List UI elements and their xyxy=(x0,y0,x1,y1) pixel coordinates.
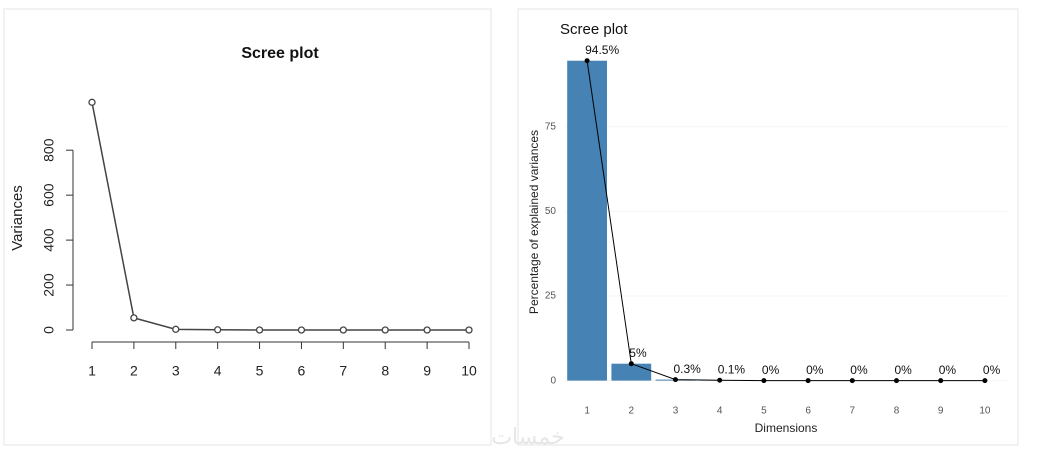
value-label: 5% xyxy=(629,346,647,360)
point xyxy=(629,361,634,366)
point xyxy=(382,327,388,333)
value-label: 0.1% xyxy=(718,362,746,376)
chart-title: Scree plot xyxy=(560,21,628,38)
y-tick-label: 50 xyxy=(545,206,557,217)
value-label: 0.3% xyxy=(674,362,702,376)
y-tick-label: 0 xyxy=(550,375,556,386)
point xyxy=(850,378,855,383)
point xyxy=(215,327,221,333)
bar xyxy=(611,364,651,381)
y-tick-label: 400 xyxy=(41,228,57,252)
x-tick-label: 7 xyxy=(339,363,347,379)
point xyxy=(466,327,472,333)
y-axis-label: Percentage of explained variances xyxy=(527,130,541,314)
y-tick-label: 600 xyxy=(41,183,57,207)
x-tick-label: 8 xyxy=(381,363,389,379)
x-tick-label: 10 xyxy=(461,363,477,379)
x-tick-label: 6 xyxy=(805,406,811,417)
point xyxy=(89,99,95,105)
x-tick-label: 5 xyxy=(761,406,767,417)
x-tick-label: 6 xyxy=(298,363,306,379)
bar xyxy=(567,61,607,381)
point xyxy=(257,327,263,333)
x-tick-label: 3 xyxy=(673,406,679,417)
point xyxy=(894,378,899,383)
y-axis-label: Variances xyxy=(9,185,26,251)
x-tick-label: 7 xyxy=(850,406,856,417)
y-tick-label: 0 xyxy=(41,326,57,334)
point xyxy=(340,327,346,333)
x-tick-label: 10 xyxy=(979,406,991,417)
x-tick-label: 1 xyxy=(584,406,590,417)
y-tick-label: 200 xyxy=(41,273,57,297)
x-tick-label: 8 xyxy=(894,406,900,417)
watermark: خمسات xyxy=(491,424,564,449)
point xyxy=(131,315,137,321)
value-label: 0% xyxy=(895,363,913,377)
value-label: 0% xyxy=(939,363,957,377)
value-label: 0% xyxy=(806,363,824,377)
chart-title: Scree plot xyxy=(241,45,319,62)
point xyxy=(806,378,811,383)
y-tick-label: 800 xyxy=(41,138,57,162)
point xyxy=(173,326,179,332)
point xyxy=(761,378,766,383)
x-tick-label: 2 xyxy=(629,406,635,417)
x-tick-label: 3 xyxy=(172,363,180,379)
point xyxy=(938,378,943,383)
x-tick-label: 1 xyxy=(88,363,96,379)
point xyxy=(673,377,678,382)
x-tick-label: 4 xyxy=(717,406,723,417)
y-tick-label: 25 xyxy=(545,291,557,302)
value-label: 94.5% xyxy=(585,43,619,57)
left-panel xyxy=(4,9,491,445)
x-tick-label: 4 xyxy=(214,363,222,379)
point xyxy=(585,58,590,63)
x-axis-label: Dimensions xyxy=(755,421,818,435)
x-tick-label: 2 xyxy=(130,363,138,379)
value-label: 0% xyxy=(983,363,1001,377)
point xyxy=(982,378,987,383)
x-tick-label: 9 xyxy=(938,406,944,417)
value-label: 0% xyxy=(850,363,868,377)
point xyxy=(424,327,430,333)
point xyxy=(717,378,722,383)
x-tick-label: 5 xyxy=(256,363,264,379)
point xyxy=(298,327,304,333)
y-tick-label: 75 xyxy=(545,121,557,132)
value-label: 0% xyxy=(762,363,780,377)
x-tick-label: 9 xyxy=(423,363,431,379)
